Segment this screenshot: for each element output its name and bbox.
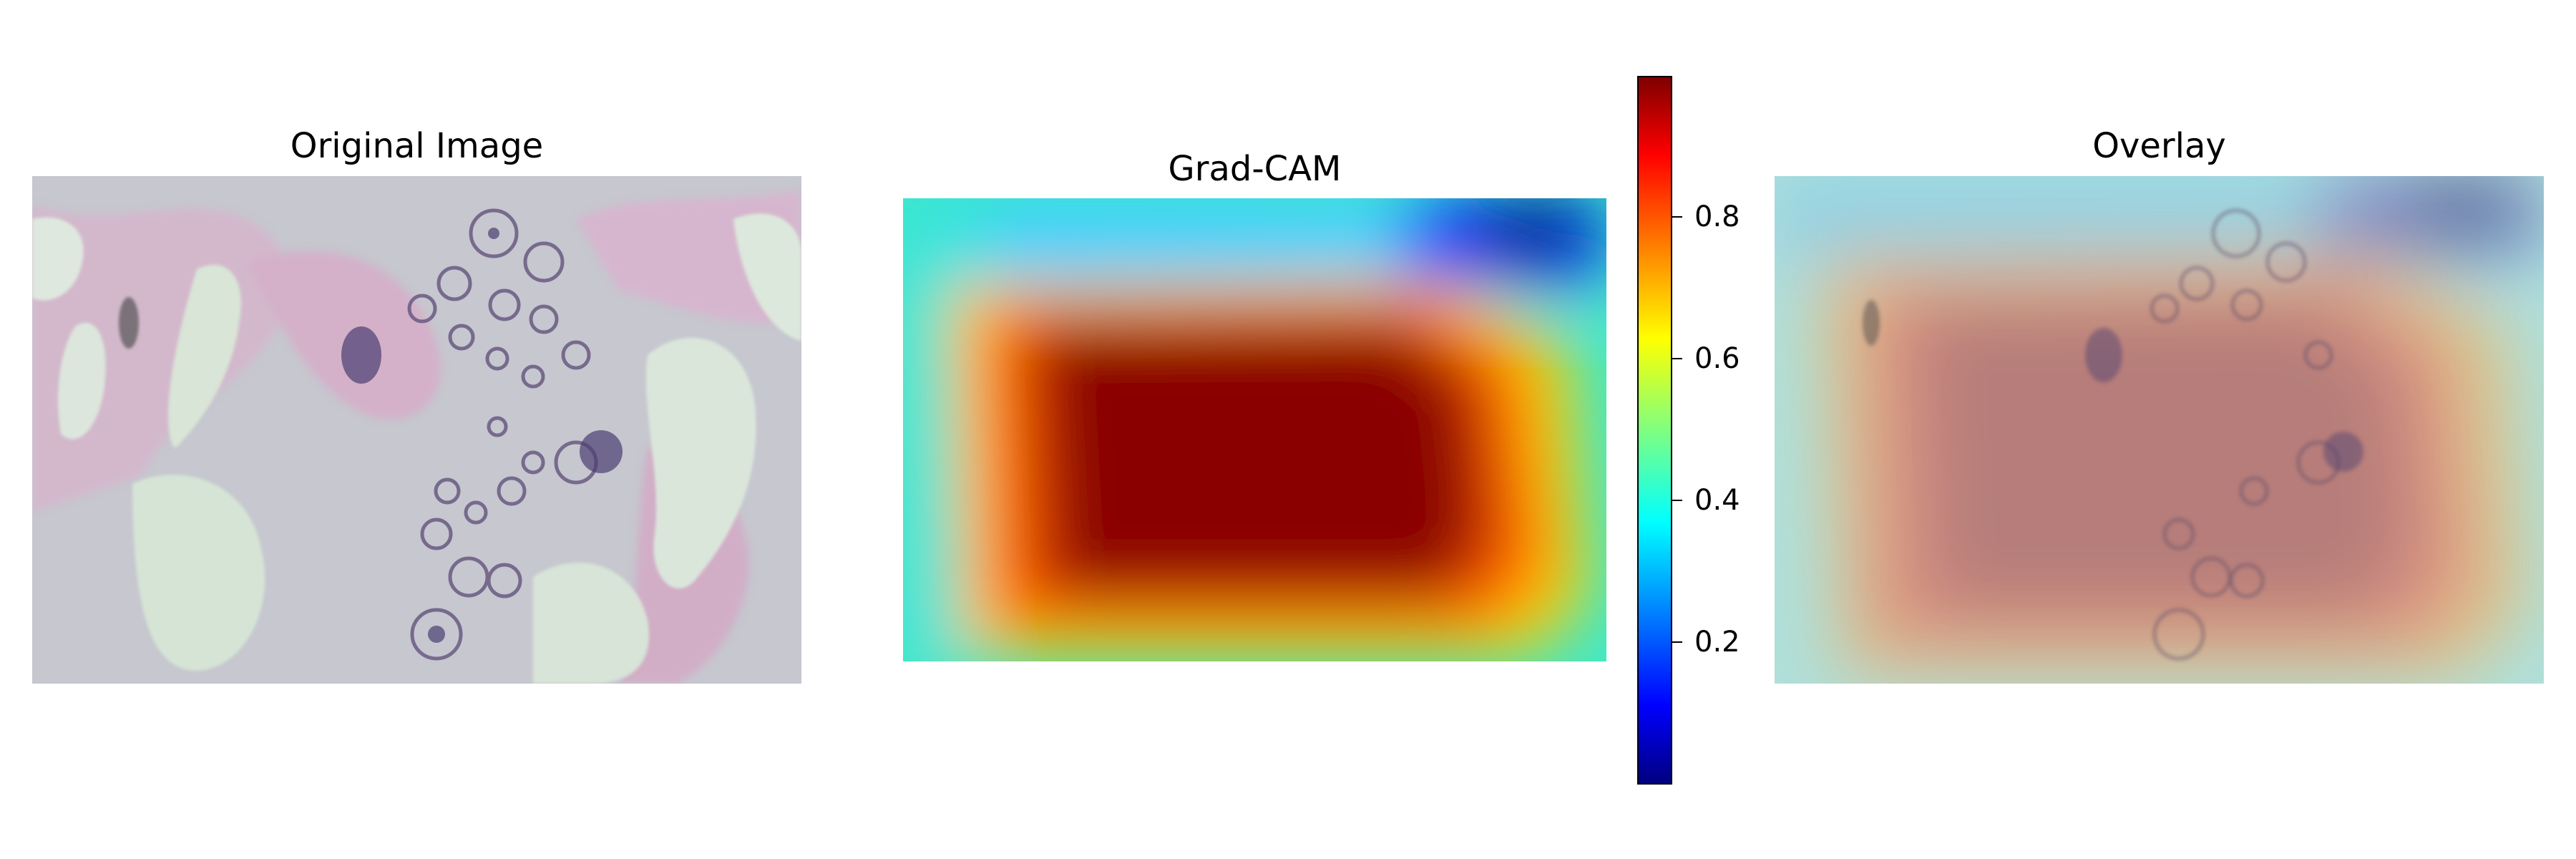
colorbar-tick-label: 0.6 — [1694, 342, 1740, 375]
colorbar-tick-label: 0.4 — [1694, 484, 1740, 517]
gradcam-title: Grad-CAM — [1168, 149, 1342, 189]
overlay-title: Overlay — [2092, 126, 2226, 166]
colorbar-tick-label: 0.2 — [1694, 626, 1740, 659]
colorbar-tick — [1672, 358, 1682, 359]
overlay-image — [1775, 176, 2544, 684]
colorbar-tick — [1672, 500, 1682, 501]
gradcam-heatmap — [903, 198, 1606, 661]
colorbar-tick — [1672, 641, 1682, 643]
original-image — [32, 176, 801, 684]
colorbar-tick-label: 0.8 — [1694, 200, 1740, 233]
colorbar — [1637, 76, 1672, 785]
original-image-title: Original Image — [290, 126, 544, 166]
colorbar-tick — [1672, 216, 1682, 218]
